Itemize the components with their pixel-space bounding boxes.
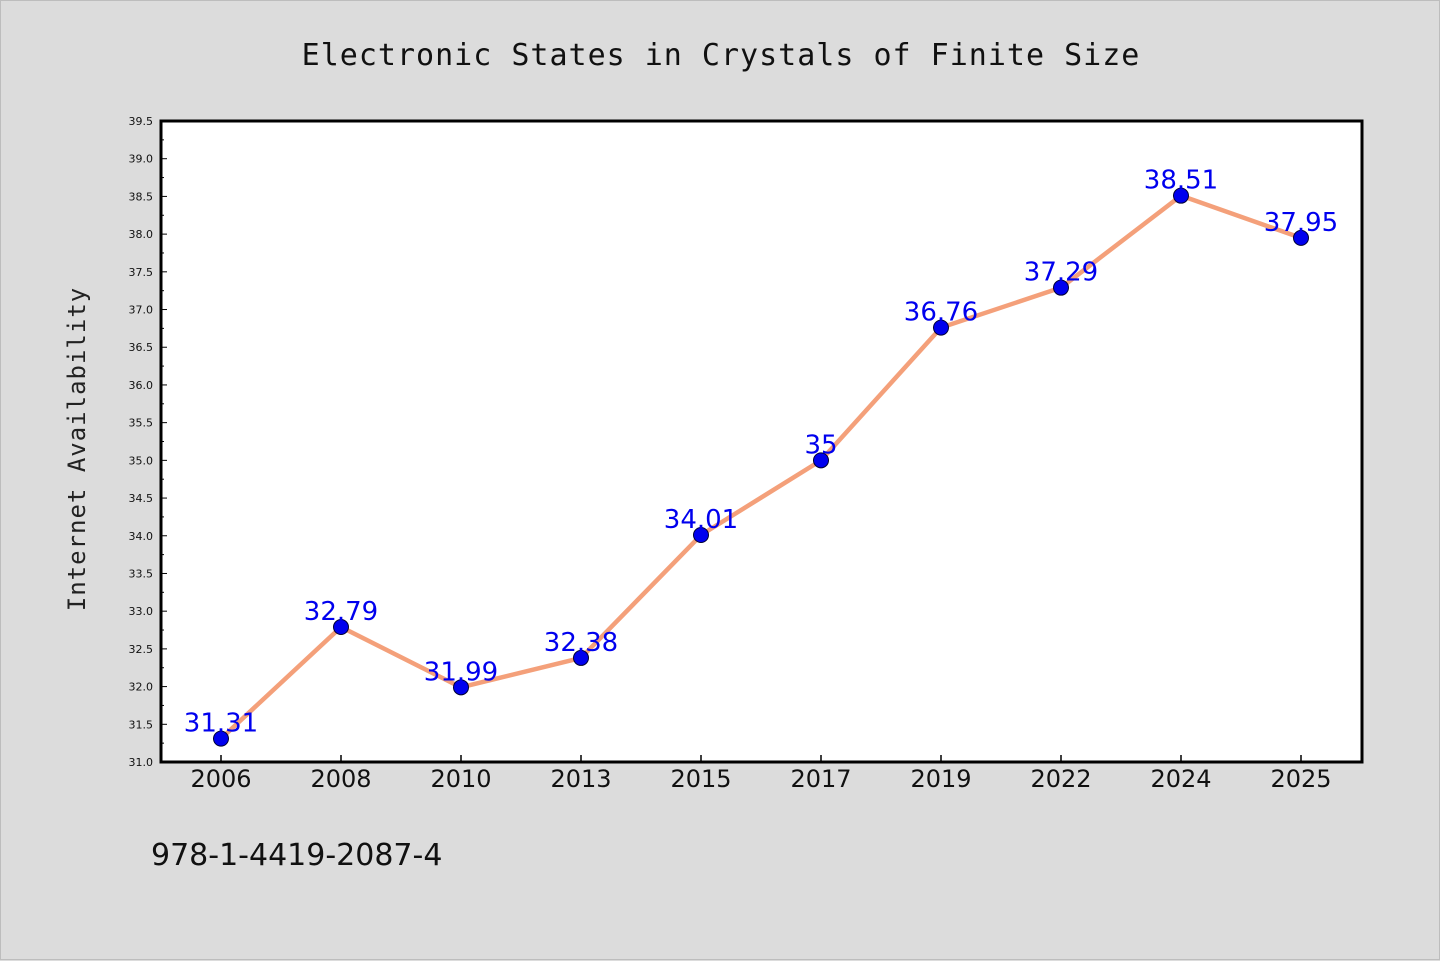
data-point bbox=[213, 730, 229, 747]
data-label: 31.99 bbox=[424, 657, 498, 687]
x-tick-label: 2013 bbox=[550, 765, 611, 793]
y-tick-label: 33.5 bbox=[129, 567, 154, 580]
data-point bbox=[813, 452, 829, 469]
series-layer: 31.31 32.79 31.99 32.38 34.01 35 36.76 37.29 38.… bbox=[184, 166, 1338, 747]
y-tick-label: 34.5 bbox=[129, 492, 154, 505]
x-tick-label: 2010 bbox=[430, 765, 491, 793]
data-point bbox=[573, 649, 589, 666]
y-tick-label: 36.0 bbox=[129, 379, 154, 392]
y-tick-label: 34.0 bbox=[129, 530, 154, 543]
data-label: 34.01 bbox=[664, 505, 738, 535]
x-axis-ticks: 2006 2008 2010 2013 2015 2017 2019 2022 2024 2025 bbox=[190, 755, 1332, 793]
y-tick-label: 36.5 bbox=[129, 341, 154, 354]
y-tick-label: 37.0 bbox=[129, 304, 154, 317]
y-axis-ticks: 31.0 31.5 32.0 32.5 33.0 33.5 34.0 34.5 35.0 35.5… bbox=[129, 115, 167, 769]
y-tick-label: 35.0 bbox=[129, 454, 154, 467]
y-tick-label: 38.0 bbox=[129, 228, 154, 241]
data-point bbox=[333, 619, 349, 636]
data-label: 32.79 bbox=[304, 597, 378, 627]
y-tick-label: 39.0 bbox=[129, 153, 154, 166]
x-tick-label: 2017 bbox=[790, 765, 851, 793]
y-tick-label: 33.0 bbox=[129, 605, 154, 618]
data-label: 37.95 bbox=[1264, 208, 1338, 238]
x-tick-label: 2022 bbox=[1030, 765, 1091, 793]
x-tick-label: 2008 bbox=[310, 765, 371, 793]
chart-title: Electronic States in Crystals of Finite … bbox=[302, 38, 1141, 73]
data-point bbox=[453, 679, 469, 696]
y-tick-label: 31.5 bbox=[129, 718, 154, 731]
y-tick-label: 38.5 bbox=[129, 190, 154, 203]
data-point bbox=[1293, 229, 1309, 246]
data-label: 31.31 bbox=[184, 709, 258, 739]
data-label: 37.29 bbox=[1024, 258, 1098, 288]
data-label: 38.51 bbox=[1144, 166, 1218, 196]
y-tick-label: 39.5 bbox=[129, 115, 154, 128]
data-point bbox=[1053, 279, 1069, 296]
y-axis-label: Internet Availability bbox=[63, 287, 91, 611]
data-label: 36.76 bbox=[904, 298, 978, 328]
y-tick-label: 32.5 bbox=[129, 643, 154, 656]
x-tick-label: 2025 bbox=[1270, 765, 1331, 793]
y-tick-label: 35.5 bbox=[129, 417, 154, 430]
y-tick-label: 32.0 bbox=[129, 681, 154, 694]
x-tick-label: 2019 bbox=[910, 765, 971, 793]
y-tick-label: 37.5 bbox=[129, 266, 154, 279]
data-label: 32.38 bbox=[544, 628, 618, 658]
x-tick-label: 2015 bbox=[670, 765, 731, 793]
data-point bbox=[933, 319, 949, 336]
data-label: 35 bbox=[804, 430, 837, 460]
y-tick-label: 31.0 bbox=[129, 756, 154, 769]
x-tick-label: 2024 bbox=[1150, 765, 1211, 793]
x-tick-label: 2006 bbox=[190, 765, 251, 793]
isbn-text: 978-1-4419-2087-4 bbox=[151, 838, 442, 873]
plot-area bbox=[159, 119, 1364, 764]
data-point bbox=[1173, 187, 1189, 204]
data-point bbox=[693, 527, 709, 544]
series-line bbox=[219, 193, 1302, 741]
